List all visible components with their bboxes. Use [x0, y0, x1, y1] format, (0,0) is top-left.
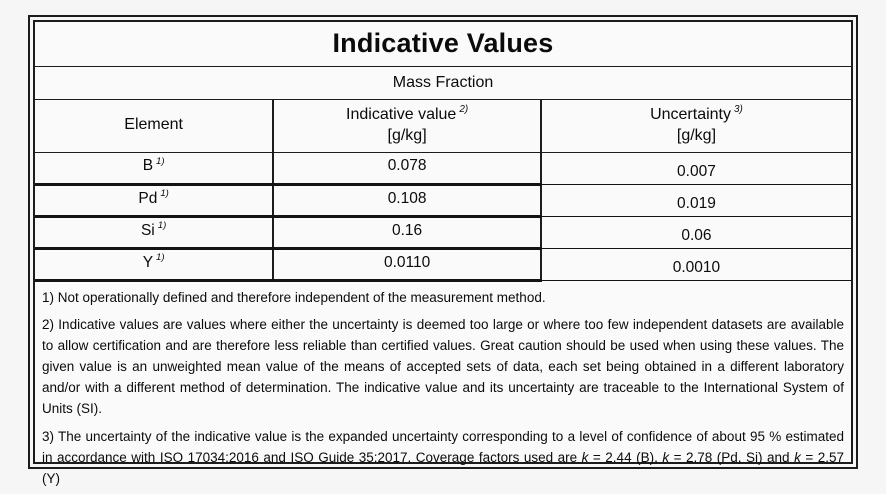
- footnote-ref-3: 3): [734, 104, 743, 116]
- coverage-factor-k: k: [662, 449, 670, 465]
- title-row: Indicative Values: [35, 22, 851, 67]
- coverage-factor-k: k: [581, 449, 589, 465]
- mass-fraction-subtitle: Mass Fraction: [35, 66, 851, 100]
- element-symbol: B: [142, 157, 154, 174]
- table-row: Pd 1) 0.108 0.019: [35, 184, 851, 218]
- table-row: B 1) 0.078 0.007: [35, 152, 851, 186]
- indicative-value-cell: 0.16: [272, 216, 541, 250]
- uncertainty-cell: 0.06: [539, 216, 851, 249]
- uncertainty-cell: 0.007: [539, 152, 851, 185]
- footnote-ref-1: 1): [157, 220, 167, 232]
- certificate-table-inner-frame: Indicative Values Mass Fraction Element …: [33, 20, 853, 486]
- footnote-2: 2) Indicative values are values where ei…: [42, 317, 844, 417]
- footnote-ref-1: 1): [156, 155, 165, 167]
- table-row: Si 1) 0.16 0.06: [35, 216, 851, 250]
- indicative-value-unit: [g/kg]: [387, 126, 427, 144]
- element-cell: Pd 1): [35, 184, 274, 218]
- certificate-table-frame: Indicative Values Mass Fraction Element …: [28, 15, 858, 486]
- footnote-ref-2: 2): [459, 104, 469, 116]
- element-symbol: Y: [142, 253, 154, 271]
- uncertainty-header-label: Uncertainty: [650, 105, 731, 123]
- uncertainty-cell: 0.019: [539, 184, 851, 217]
- subtitle-row: Mass Fraction: [35, 66, 851, 100]
- element-cell: Si 1): [35, 216, 274, 250]
- indicative-value-cell: 0.108: [272, 184, 541, 218]
- footnote-ref-1: 1): [160, 188, 169, 200]
- indicative-value-cell: 0.0110: [272, 248, 541, 282]
- element-cell: B 1): [35, 152, 274, 186]
- footnote-1: 1) Not operationally defined and therefo…: [42, 289, 546, 305]
- table-row: Y 1) 0.0110 0.0010: [35, 248, 851, 282]
- indicative-value-cell: 0.078: [272, 152, 541, 186]
- column-header-uncertainty: Uncertainty 3) [g/kg]: [539, 99, 851, 153]
- uncertainty-cell: 0.0010: [539, 248, 851, 281]
- column-header-row: Element Indicative value 2) [g/kg] Uncert…: [35, 99, 851, 153]
- column-header-indicative-value: Indicative value 2) [g/kg]: [272, 99, 541, 153]
- footnote-ref-1: 1): [156, 252, 165, 264]
- column-header-element: Element: [35, 99, 274, 153]
- page-title: Indicative Values: [35, 22, 851, 67]
- coverage-factor-k: k: [794, 449, 801, 465]
- footnotes-section: 1) Not operationally defined and therefo…: [35, 280, 851, 494]
- uncertainty-unit: [g/kg]: [676, 126, 717, 144]
- element-symbol: Pd: [138, 189, 158, 207]
- footnote-3: 3) The uncertainty of the indicative val…: [42, 429, 844, 486]
- indicative-values-table: Indicative Values Mass Fraction Element …: [35, 22, 851, 494]
- element-cell: Y 1): [35, 248, 274, 282]
- indicative-value-header-label: Indicative value: [346, 105, 457, 123]
- element-symbol: Si: [140, 221, 155, 239]
